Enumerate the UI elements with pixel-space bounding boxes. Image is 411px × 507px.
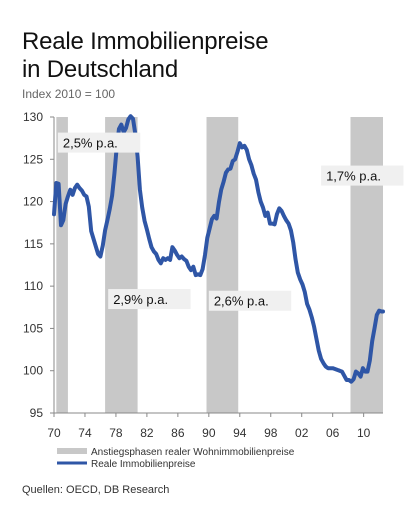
y-tick-label-120: 120: [23, 195, 43, 209]
series-lines: [52, 114, 385, 384]
annotation-0: 2,5% p.a.: [57, 132, 141, 153]
legend-label-1: Reale Immobilienpreise: [91, 459, 196, 470]
x-tick-label-10: 10: [357, 426, 371, 440]
y-tick-label-115: 115: [24, 237, 43, 251]
x-tick-label-70: 70: [47, 426, 61, 440]
chart-title-line-2: in Deutschland: [22, 56, 178, 83]
y-tick-label-95: 95: [30, 406, 44, 420]
y-tick-label-105: 105: [23, 321, 43, 335]
legend-label-0: Anstiegsphasen realer Wohnimmobilienprei…: [91, 447, 295, 458]
annotation-box-0: [57, 132, 141, 153]
annotation-text-2: 2,6% p.a.: [214, 294, 269, 309]
y-axis-ticks: 95 100 105 110 115 120 125 130: [23, 110, 54, 420]
annotation-box-2: [208, 290, 292, 311]
annotation-1: 2,9% p.a.: [108, 289, 191, 310]
x-tick-label-02: 02: [295, 426, 309, 440]
y-tick-label-110: 110: [24, 279, 43, 293]
annotation-2: 2,6% p.a.: [208, 290, 292, 311]
chart-subtitle: Index 2010 = 100: [22, 87, 116, 101]
legend-swatch-0: [57, 448, 87, 454]
annotation-text-1: 2,9% p.a.: [113, 292, 168, 307]
y-tick-label-125: 125: [23, 152, 43, 166]
annotation-3: 1,7% p.a.: [321, 165, 404, 186]
axes: [53, 117, 383, 414]
x-tick-label-86: 86: [171, 426, 185, 440]
x-tick-label-94: 94: [233, 426, 247, 440]
sources-note: Quellen: OECD, DB Research: [22, 484, 170, 496]
shaded-bands: [56, 117, 383, 413]
x-tick-label-98: 98: [264, 426, 278, 440]
annotation-text-0: 2,5% p.a.: [63, 136, 118, 151]
x-tick-label-78: 78: [109, 426, 123, 440]
annotation-box-3: [321, 165, 404, 186]
x-tick-label-82: 82: [140, 426, 154, 440]
y-tick-label-100: 100: [23, 364, 43, 378]
y-tick-label-130: 130: [23, 110, 43, 124]
x-tick-label-06: 06: [326, 426, 340, 440]
legend: Anstiegsphasen realer Wohnimmobilienprei…: [57, 447, 295, 470]
series-line-0: [52, 114, 385, 384]
annotation-text-3: 1,7% p.a.: [326, 169, 381, 184]
shaded-band-0: [56, 117, 68, 413]
x-tick-label-74: 74: [78, 426, 92, 440]
shaded-band-1: [105, 117, 138, 413]
chart-title-line-1: Reale Immobilienpreise: [22, 28, 269, 55]
annotations: 2,5% p.a. 2,9% p.a. 2,6% p.a. 1,7% p.a.: [57, 132, 404, 311]
x-axis-ticks: 70 74 78 82 86 90 94 98 02 06 10: [47, 413, 371, 440]
annotation-box-1: [108, 289, 191, 310]
x-tick-label-90: 90: [202, 426, 216, 440]
chart-title: Reale Immobilienpreise in Deutschland: [22, 28, 269, 84]
